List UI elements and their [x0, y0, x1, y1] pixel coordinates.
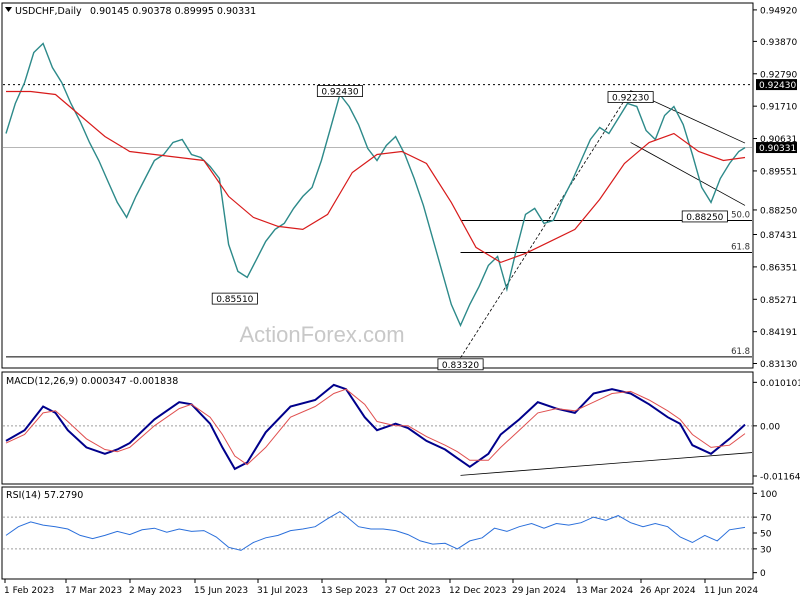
price-tick-label: 0.93870: [760, 38, 797, 48]
price-tick-label: 0.89551: [760, 167, 797, 177]
price-series-close: [5, 42, 746, 328]
x-tick-label: 27 Oct 2023: [385, 586, 441, 596]
ohlc-label: 0.90145 0.90378 0.89995 0.90331: [90, 6, 256, 17]
price-axis: 0.94920 0.93870 0.92790 0.91710 0.90631 0.895…: [753, 6, 797, 370]
price-series-sma: [6, 90, 746, 264]
price-trendline: [630, 142, 746, 206]
annotation-label: 0.92230: [612, 94, 649, 104]
price-tick-label: 0.84191: [760, 328, 797, 338]
macd-tick-label: 0.00: [760, 422, 780, 432]
x-tick-label: 31 Jul 2023: [257, 586, 308, 596]
price-tick-label: 0.94920: [760, 6, 797, 16]
x-tick-label: 11 Jun 2024: [704, 586, 758, 596]
price-plot: 50.0 61.8 61.8 0.92430 0.85510 0.83320 0.92230…: [3, 42, 752, 371]
price-tick-label: 0.91710: [760, 103, 797, 113]
rsi-tick-label: 70: [760, 514, 772, 524]
macd-series-signal: [5, 388, 746, 466]
fib-level-label: 50.0: [731, 210, 750, 220]
macd-axis: 0.010101 0.00 -0.011645: [753, 379, 800, 483]
price-tick-label: 0.92790: [760, 70, 797, 80]
annotation-box: [211, 292, 258, 305]
price-trendline: [460, 90, 631, 359]
x-tick-label: 13 Mar 2024: [576, 586, 633, 596]
marked-level-tag: 0.92430: [756, 79, 797, 91]
rsi-tick-label: 30: [760, 545, 772, 555]
marked-level-value: 0.92430: [759, 81, 796, 91]
x-axis: 1 Feb 2023 17 Mar 2023 2 May 2023 15 Jun 20…: [4, 579, 758, 596]
x-tick-label: 26 Apr 2024: [640, 586, 696, 596]
annotation-label: 0.88250: [686, 213, 723, 223]
price-tick-label: 0.90631: [760, 135, 797, 145]
macd-plot: [3, 383, 753, 476]
macd-label: MACD(12,26,9) 0.000347 -0.001838: [6, 376, 178, 387]
watermark: ActionForex.com: [239, 322, 404, 347]
price-tick-label: 0.86351: [760, 263, 797, 273]
macd-tick-label: 0.010101: [760, 379, 800, 389]
annotation-label: 0.85510: [216, 295, 253, 305]
last-price-value: 0.90331: [759, 144, 796, 154]
last-price-tag: 0.90331: [756, 142, 797, 154]
macd-tick-label: -0.011645: [760, 473, 800, 483]
price-tick-label: 0.83130: [760, 360, 797, 370]
price-tick-label: 0.85271: [760, 296, 797, 306]
symbol-label: USDCHF,Daily: [15, 6, 82, 17]
annotation-box: [437, 358, 484, 371]
x-tick-label: 1 Feb 2023: [4, 586, 54, 596]
annotation-box: [316, 85, 363, 97]
price-panel-frame: [1, 2, 754, 369]
fib-level-label: 61.8: [731, 243, 750, 253]
symbol-dropdown-icon[interactable]: [5, 7, 12, 12]
annotation-label: 0.92430: [321, 88, 358, 98]
annotation-box: [681, 210, 728, 223]
rsi-panel-frame: [1, 486, 754, 580]
rsi-plot: [3, 511, 752, 551]
macd-trendline: [460, 452, 753, 476]
x-tick-label: 12 Dec 2023: [449, 586, 507, 596]
annotation-label: 0.83320: [442, 361, 479, 371]
rsi-label: RSI(14) 57.2790: [6, 490, 83, 501]
annotation-box: [607, 91, 654, 103]
rsi-series-rsi: [5, 511, 746, 551]
macd-series-macd: [5, 383, 746, 471]
fib-level-label: 61.8: [731, 347, 750, 357]
x-tick-label: 13 Sep 2023: [321, 586, 378, 596]
rsi-tick-label: 50: [760, 530, 772, 540]
x-tick-label: 29 Jan 2024: [512, 586, 566, 596]
rsi-tick-label: 0: [760, 569, 766, 579]
x-tick-label: 17 Mar 2023: [65, 586, 122, 596]
rsi-axis: 100 70 50 30 0: [753, 490, 777, 579]
x-tick-label: 15 Jun 2023: [194, 586, 248, 596]
macd-panel-frame: [1, 371, 754, 485]
x-tick-label: 2 May 2023: [129, 586, 182, 596]
rsi-tick-label: 100: [760, 490, 777, 500]
price-tick-label: 0.88250: [760, 206, 797, 216]
price-tick-label: 0.87431: [760, 231, 797, 241]
